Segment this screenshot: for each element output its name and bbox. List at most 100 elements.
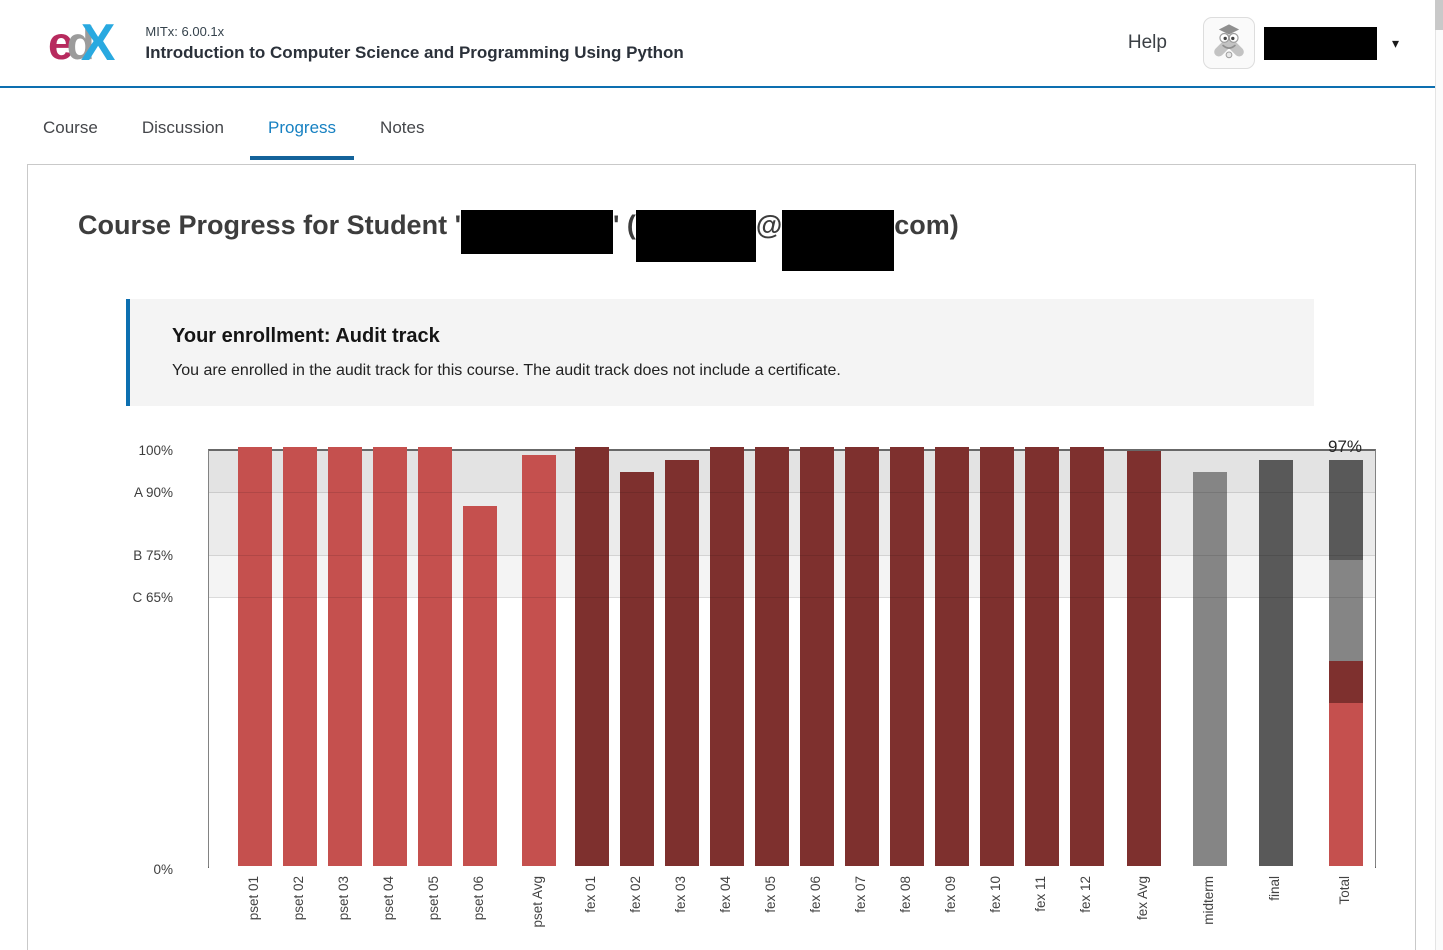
chart-plot-area [208,447,1376,870]
x-label-fex-11: fex 11 [1033,876,1048,912]
gridline-90 [209,492,1375,494]
x-label-pset-04: pset 04 [381,876,396,921]
logo-letter-x: X [80,14,116,72]
x-label-midterm: midterm [1201,876,1216,925]
bar-pset-05 [418,447,452,866]
x-label-fex-06: fex 06 [808,876,823,913]
site-header: e d X MITx: 6.00.1x Introduction to Comp… [0,0,1443,88]
bar-fex-05-segment-fex [755,447,789,866]
bar-fex-04 [710,447,744,866]
x-label-pset-06: pset 06 [471,876,486,921]
chevron-down-icon[interactable]: ▾ [1391,34,1399,51]
bar-fex-08-segment-fex [890,447,924,866]
bar-pset-04-segment-pset [373,447,407,866]
chart-y-axis: 100% A 90% B 75% C 65% 0% [78,443,173,877]
bar-fex-11 [1025,447,1059,866]
x-label-fex-avg: fex Avg [1135,876,1150,921]
enrollment-body: You are enrolled in the audit track for … [172,362,841,379]
total-grade-annotation: 97% [1327,437,1363,456]
x-label-pset-02: pset 02 [291,876,306,921]
bar-fex-08 [890,447,924,866]
enrollment-banner: Your enrollment: Audit track You are enr… [126,299,1314,406]
course-org-number: MITx: 6.00.1x [145,23,225,39]
user-avatar[interactable] [1202,17,1255,69]
x-label-fex-04: fex 04 [718,876,733,913]
bar-total-segment-fex [1329,660,1363,703]
y-tick-0-: 0% [153,862,173,877]
tab-course[interactable]: Course [43,118,98,137]
help-link[interactable]: Help [1127,32,1167,53]
x-label-fex-10: fex 10 [988,876,1003,913]
tab-notes[interactable]: Notes [380,118,425,137]
bar-pset-01-segment-pset [238,447,272,866]
gridline-65 [209,597,1375,599]
bar-pset-03 [328,447,362,866]
bar-fex-07 [845,447,879,866]
bar-fex-10-segment-fex [980,447,1014,866]
x-label-total: Total [1337,876,1352,905]
bar-final-segment-final [1259,459,1293,866]
bar-pset-04 [373,447,407,866]
y-tick-a-90-: A 90% [133,484,173,500]
x-label-pset-05: pset 05 [426,876,441,921]
chart-x-axis-labels: pset 01 pset 02 pset 03 pset 04 pset 05 pset … [208,868,1376,950]
bar-fex-06-segment-fex [800,447,834,866]
y-tick-b-75-: B 75% [133,547,173,563]
x-label-pset-avg: pset Avg [530,876,545,928]
redacted-email-local [635,210,756,262]
page-scrollbar[interactable] [1435,0,1443,950]
bar-fex-03-segment-fex [665,459,699,866]
x-label-fex-02: fex 02 [628,876,643,913]
enrollment-heading: Your enrollment: Audit track [172,325,440,347]
x-label-fex-09: fex 09 [943,876,958,913]
scrollbar-thumb[interactable] [1435,0,1443,30]
bar-pset-06-segment-pset [463,505,497,866]
y-tick-c-65-: C 65% [132,589,173,605]
bar-pset-06 [463,505,497,866]
bar-pset-02-segment-pset [283,447,317,866]
bar-pset-05-segment-pset [418,447,452,866]
course-tab-bar: Course Discussion Progress Notes [0,88,1443,160]
bar-fex-03 [665,459,699,866]
bar-fex-02 [620,472,654,866]
course-title: Introduction to Computer Science and Pro… [145,42,684,62]
bar-total-segment-midterm [1329,560,1363,661]
bar-pset-avg-segment-pset [522,455,556,866]
bar-fex-10 [980,447,1014,866]
bar-midterm [1193,472,1227,866]
page-title-sep: ' ( [612,210,636,240]
grade-chart: 100% A 90% B 75% C 65% 0% pset 01 pset 02 pset… [78,437,1376,950]
gridline-75 [209,555,1375,557]
bar-fex-09 [935,447,969,866]
bar-total [1329,459,1363,866]
bar-fex-06 [800,447,834,866]
redacted-email-domain [782,210,895,271]
bar-fex-07-segment-fex [845,447,879,866]
logo-letter-d: d [66,17,95,69]
bar-midterm-segment-midterm [1193,472,1227,866]
logo-letter-e: e [48,17,74,69]
redacted-student-name [460,210,613,254]
x-label-fex-03: fex 03 [673,876,688,913]
bar-fex-12-segment-fex [1070,447,1104,866]
bar-fex-avg [1127,451,1161,866]
x-label-fex-07: fex 07 [853,876,868,913]
x-label-fex-01: fex 01 [583,876,598,913]
bar-pset-avg [522,455,556,866]
redacted-username[interactable] [1263,26,1377,60]
bar-total-segment-pset [1329,702,1363,866]
x-label-fex-08: fex 08 [898,876,913,913]
page-title: Course Progress for Student ' ' ( @ com) [78,209,1365,271]
page-title-at: @ [755,210,783,240]
x-label-fex-05: fex 05 [763,876,778,913]
page-title-suffix: com) [894,210,959,240]
chart-plot: pset 01 pset 02 pset 03 pset 04 pset 05 pset … [208,437,1376,950]
edx-logo[interactable]: e d X [48,17,115,69]
page-title-prefix: Course Progress for Student ' [78,210,461,240]
bar-fex-04-segment-fex [710,447,744,866]
tab-progress[interactable]: Progress [250,118,355,160]
tab-discussion[interactable]: Discussion [141,118,225,137]
x-label-final: final [1267,876,1282,901]
bar-fex-01-segment-fex [575,447,609,866]
